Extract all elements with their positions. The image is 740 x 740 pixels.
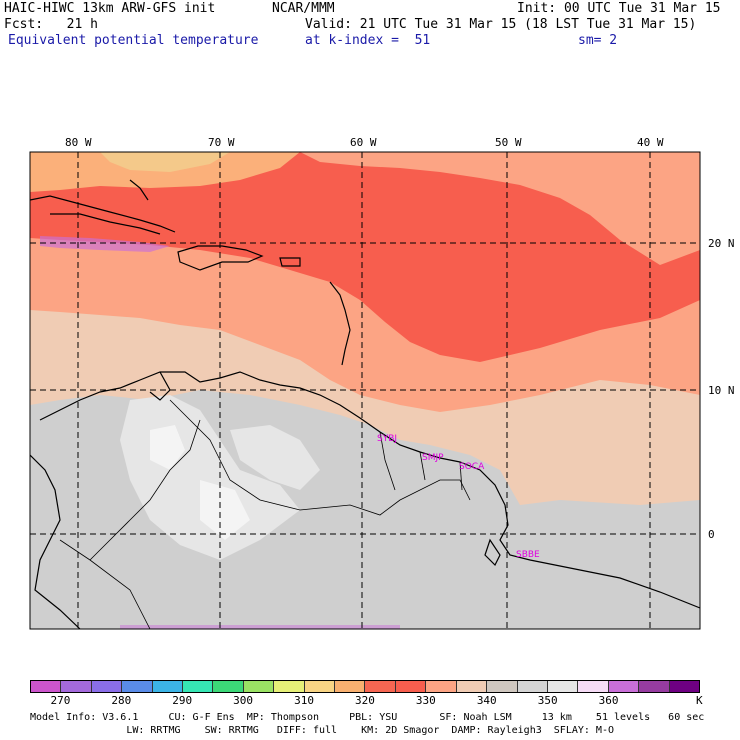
station-sbbe: SBBE — [516, 550, 540, 560]
south-america-coast — [39, 371, 700, 609]
colorbar-swatch — [395, 681, 427, 692]
field-name: Equivalent potential temperature — [8, 33, 259, 48]
border-peru — [59, 539, 151, 629]
map-frame — [29, 151, 701, 630]
border-french-guiana — [459, 461, 463, 491]
border-guyana — [379, 431, 396, 491]
lon-label-40w: 40 W — [637, 136, 664, 149]
colorbar-swatch — [91, 681, 123, 692]
shade-low-value — [40, 236, 170, 252]
colorbar-swatch — [639, 681, 670, 692]
bahamas-coast — [129, 179, 149, 201]
colorbar-swatch — [608, 681, 640, 692]
station-soca: SOCA — [459, 462, 485, 472]
grid-lines — [30, 152, 700, 629]
shade-340-north — [300, 152, 700, 265]
lesser-antilles — [329, 281, 351, 366]
shading-layer — [30, 152, 700, 629]
colorbar — [30, 680, 700, 693]
colorbar-swatch — [274, 681, 305, 692]
marajo-island — [484, 538, 501, 567]
colorbar-swatch — [335, 681, 366, 692]
lat-label-10n: 10 N — [708, 384, 735, 397]
station-smjp: SMJP — [422, 453, 444, 463]
colorbar-swatch — [304, 681, 336, 692]
lat-label-0: 0 — [708, 528, 715, 541]
cuba-coast-south — [50, 213, 161, 235]
colorbar-swatch — [669, 681, 699, 692]
shade-360-b — [200, 480, 250, 540]
colorbar-swatch — [243, 681, 275, 692]
colorbar-swatch — [517, 681, 548, 692]
coastlines — [30, 179, 700, 629]
shade-355-b — [230, 425, 320, 490]
colorbar-swatch — [122, 681, 153, 692]
hispaniola-coast — [177, 245, 264, 271]
org-label: NCAR/MMM — [272, 1, 335, 16]
shade-bottom-edge — [120, 625, 400, 629]
colorbar-swatch — [487, 681, 518, 692]
model-title: HAIC-HIWC 13km ARW-GFS init — [4, 1, 216, 16]
model-info-line1: Model Info: V3.6.1 CU: G-F Ens MP: Thomp… — [30, 712, 705, 723]
colorbar-swatch — [183, 681, 214, 692]
colorbar-tick-label: 340 — [476, 694, 497, 707]
colorbar-tick-label: 320 — [355, 694, 375, 707]
shade-320 — [100, 152, 230, 172]
colorbar-tick-label: 360 — [598, 694, 619, 707]
colorbar-tick-label: 300 — [233, 694, 254, 707]
forecast-hour: Fcst: 21 h — [4, 17, 98, 32]
maracaibo-coast — [149, 371, 171, 401]
colorbar-tick-label: 350 — [537, 694, 558, 707]
colorbar-swatch — [456, 681, 488, 692]
lon-label-60w: 60 W — [350, 136, 377, 149]
colorbar-tick-label: 270 — [50, 694, 71, 707]
colorbar-tick-label: 280 — [111, 694, 132, 707]
station-sybj: SYBJ — [377, 434, 397, 444]
colorbar-swatch — [365, 681, 396, 692]
colorbar-swatch — [547, 681, 579, 692]
shade-330 — [30, 152, 700, 362]
lon-label-80w: 80 W — [65, 136, 92, 149]
borders — [59, 399, 471, 629]
colorbar-tick-label: 310 — [294, 694, 314, 707]
colorbar-swatch — [426, 681, 457, 692]
colorbar-swatch — [61, 681, 92, 692]
colorbar-tick-label: 330 — [415, 694, 436, 707]
lon-label-70w: 70 W — [208, 136, 235, 149]
init-time: Init: 00 UTC Tue 31 Mar 15 — [517, 1, 721, 16]
colorbar-swatch — [213, 681, 244, 692]
lat-label-20n: 20 N — [708, 237, 735, 250]
colorbar-tick-label: K — [696, 694, 703, 707]
pacific-coast — [30, 454, 81, 629]
border-colombia — [89, 419, 201, 561]
border-venezuela-brazil — [169, 399, 471, 516]
lon-label-50w: 50 W — [495, 136, 522, 149]
border-suriname — [419, 451, 426, 481]
shade-360-a — [150, 425, 185, 470]
shade-325 — [30, 152, 300, 192]
colorbar-swatch — [31, 681, 62, 692]
cuba-coast — [30, 195, 176, 233]
smoothing-label: sm= 2 — [578, 33, 618, 48]
colorbar-tick-label: 290 — [172, 694, 193, 707]
valid-time: Valid: 21 UTC Tue 31 Mar 15 (18 LST Tue … — [305, 17, 697, 32]
level-index: at k-index = 51 — [305, 33, 431, 48]
colorbar-swatch — [578, 681, 609, 692]
puerto-rico-coast — [279, 257, 301, 267]
colorbar-swatch — [152, 681, 184, 692]
model-info-line2: LW: RRTMG SW: RRTMG DIFF: full KM: 2D Sm… — [30, 725, 614, 736]
